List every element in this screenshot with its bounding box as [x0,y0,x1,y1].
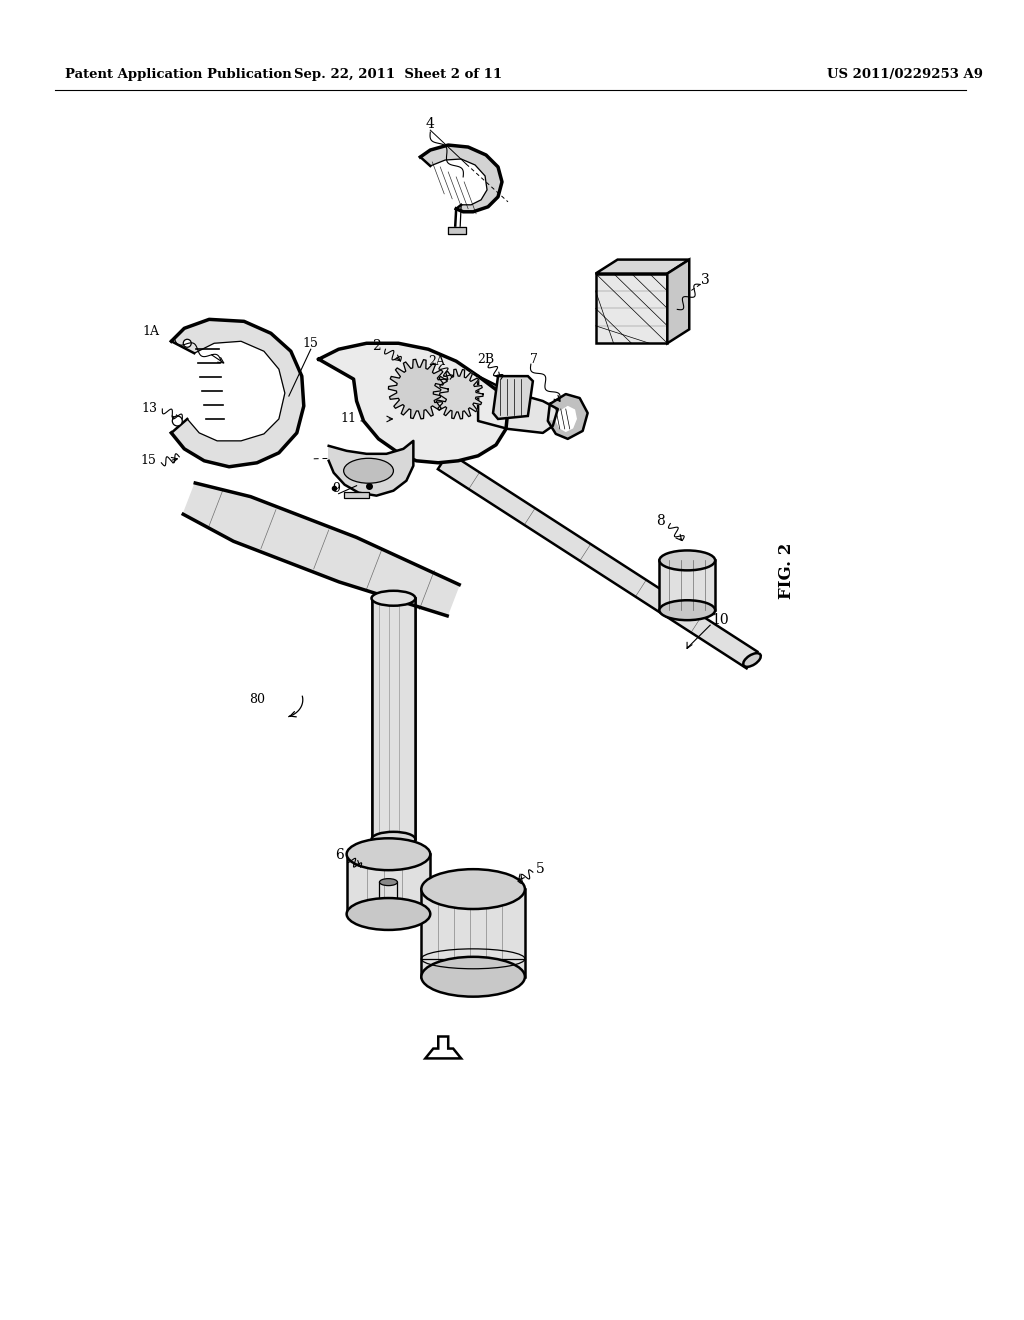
Text: 15: 15 [140,454,157,467]
Circle shape [172,416,182,426]
Text: 6: 6 [335,849,344,862]
Circle shape [183,339,191,347]
Text: Patent Application Publication: Patent Application Publication [65,67,292,81]
Text: US 2011/0229253 A9: US 2011/0229253 A9 [826,67,983,81]
Text: 4: 4 [426,117,435,131]
Polygon shape [596,260,689,273]
Text: 80: 80 [249,693,265,706]
Polygon shape [171,319,304,467]
Polygon shape [425,1036,461,1059]
Text: 3: 3 [700,272,710,286]
Polygon shape [329,441,414,495]
Text: 15: 15 [303,337,318,350]
Polygon shape [438,453,758,668]
Text: 10: 10 [712,614,729,627]
Text: 2: 2 [372,339,381,354]
Ellipse shape [380,879,397,886]
Text: 7: 7 [529,352,538,366]
Polygon shape [493,376,532,418]
Ellipse shape [659,601,715,620]
Ellipse shape [659,550,715,570]
Polygon shape [668,260,689,343]
Polygon shape [372,598,416,840]
Text: 9: 9 [333,482,341,495]
Text: 2A: 2A [428,355,444,368]
Text: 13: 13 [141,401,158,414]
Polygon shape [659,561,715,610]
Polygon shape [183,483,459,616]
Text: Sep. 22, 2011  Sheet 2 of 11: Sep. 22, 2011 Sheet 2 of 11 [294,67,503,81]
Polygon shape [421,890,525,977]
Polygon shape [420,145,502,211]
Ellipse shape [346,838,430,870]
Polygon shape [346,854,430,913]
Text: 1A: 1A [142,325,160,338]
Polygon shape [596,273,668,343]
Polygon shape [449,227,466,234]
Text: 8: 8 [656,513,666,528]
Ellipse shape [346,898,430,929]
Ellipse shape [743,653,761,667]
Text: 11: 11 [341,412,356,425]
Polygon shape [478,376,558,433]
Ellipse shape [372,591,416,606]
Polygon shape [433,370,483,418]
Polygon shape [318,343,508,463]
Ellipse shape [372,832,416,846]
Polygon shape [388,359,449,418]
Text: 2B: 2B [477,352,495,366]
Ellipse shape [421,957,525,997]
Polygon shape [344,491,369,498]
Text: 5: 5 [536,862,545,876]
Text: FIG. 2: FIG. 2 [778,543,796,598]
Ellipse shape [421,869,525,909]
Ellipse shape [344,458,393,483]
Polygon shape [548,395,588,438]
